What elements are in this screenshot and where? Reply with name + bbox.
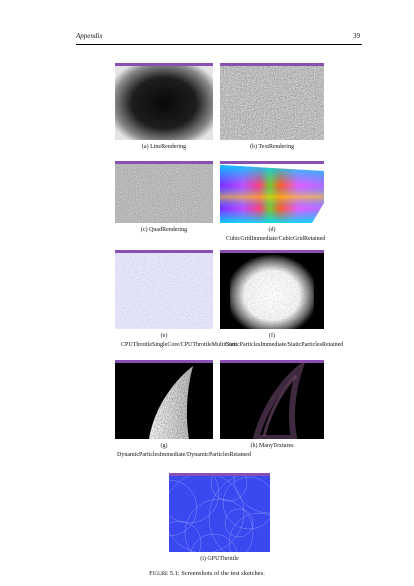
header-rule <box>76 44 362 45</box>
screenshot-cubic-grid <box>220 161 324 223</box>
running-header-title: Appendix <box>76 32 103 40</box>
caption-h: (h) ManyTextures <box>250 443 294 449</box>
caption-a: (a) LineRendering <box>141 144 187 150</box>
caption-e: (e) CPUThrottleSingleCore/CPUThrottleMul… <box>121 333 237 348</box>
figure-caption: Figure 5.1: Screenshots of the test sket… <box>0 570 414 577</box>
screenshot-gpu-throttle <box>169 473 270 552</box>
screenshot-quad-rendering <box>115 161 213 223</box>
screenshot-text-rendering <box>220 63 324 140</box>
caption-c: (c) QuadRendering <box>140 227 188 233</box>
caption-g: (g) DynamicParticlesImmediate/DynamicPar… <box>117 443 251 458</box>
caption-f: (f) StaticParticlesImmediate/StaticParti… <box>226 333 344 348</box>
screenshot-cpu-throttle <box>115 250 213 329</box>
figure-label: Figure 5.1: <box>149 570 180 577</box>
screenshot-line-rendering <box>115 63 213 140</box>
screenshot-dynamic-particles <box>115 360 213 439</box>
caption-b: (b) TextRendering <box>250 144 294 150</box>
figure-caption-text: Screenshots of the test sketches. <box>181 570 265 577</box>
screenshot-many-textures <box>220 360 324 439</box>
caption-d: (d) CubicGridImmediate/CubicGridRetained <box>226 227 326 242</box>
screenshot-static-particles <box>220 250 324 329</box>
caption-i: (i) GPUThrottle <box>200 556 239 562</box>
page-number: 39 <box>353 32 360 40</box>
